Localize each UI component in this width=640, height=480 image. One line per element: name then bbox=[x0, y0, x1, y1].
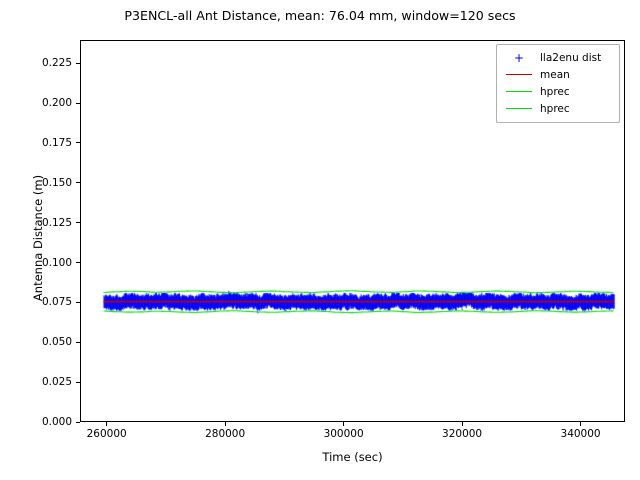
legend-label: hprec bbox=[540, 85, 570, 98]
y-tick-label: 0.000 bbox=[41, 416, 72, 428]
y-tick-label: 0.025 bbox=[41, 376, 72, 389]
x-tick-mark bbox=[224, 422, 226, 426]
x-tick-label: 260000 bbox=[86, 428, 127, 440]
y-axis-label: Antenna Distance (m) bbox=[31, 174, 45, 302]
line-swatch-icon bbox=[502, 91, 536, 92]
x-tick-mark bbox=[106, 422, 108, 426]
x-tick-mark bbox=[343, 422, 345, 426]
legend-label: mean bbox=[540, 68, 570, 81]
x-tick-mark bbox=[580, 422, 582, 426]
line-swatch-icon bbox=[502, 108, 536, 109]
legend-label: lla2enu dist bbox=[540, 51, 602, 64]
x-axis-label: Time (sec) bbox=[322, 450, 383, 464]
plus-marker-icon: + bbox=[513, 50, 525, 65]
x-tick-label: 280000 bbox=[205, 428, 246, 440]
y-tick-label: 0.225 bbox=[41, 57, 72, 70]
x-tick-label: 340000 bbox=[560, 428, 601, 440]
legend-label: hprec bbox=[540, 102, 570, 115]
line-swatch-icon bbox=[502, 74, 536, 75]
legend-item-mean[interactable]: mean bbox=[502, 66, 614, 83]
legend-item-lla2enu-dist[interactable]: + lla2enu dist bbox=[502, 49, 614, 66]
y-tick-label: 0.200 bbox=[41, 97, 72, 109]
x-tick-label: 300000 bbox=[323, 428, 364, 440]
chart-title: P3ENCL-all Ant Distance, mean: 76.04 mm,… bbox=[124, 8, 516, 23]
chart-legend[interactable]: + lla2enu dist mean hprec hprec bbox=[496, 44, 620, 123]
legend-item-hprec-upper[interactable]: hprec bbox=[502, 83, 614, 100]
x-tick-mark bbox=[461, 422, 463, 426]
x-tick-label: 320000 bbox=[442, 428, 483, 440]
legend-item-hprec-lower[interactable]: hprec bbox=[502, 100, 614, 117]
